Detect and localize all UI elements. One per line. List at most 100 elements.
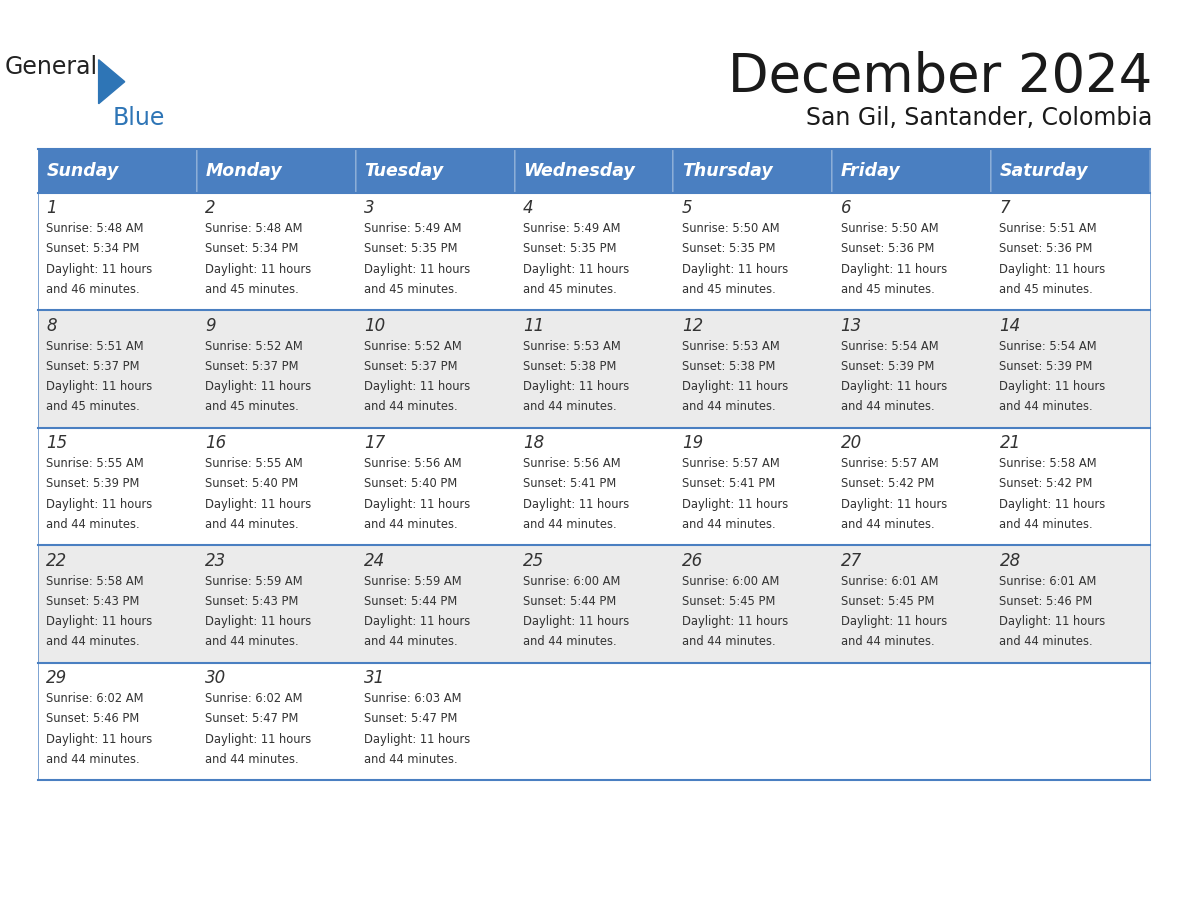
Text: Sunset: 5:35 PM: Sunset: 5:35 PM	[682, 242, 776, 255]
Text: and 44 minutes.: and 44 minutes.	[523, 518, 617, 531]
Text: Sunset: 5:45 PM: Sunset: 5:45 PM	[682, 595, 775, 608]
Text: Sunset: 5:38 PM: Sunset: 5:38 PM	[523, 360, 617, 373]
Bar	[38, 193, 1150, 310]
Text: 28: 28	[999, 552, 1020, 570]
Text: 12: 12	[682, 317, 703, 335]
Text: and 45 minutes.: and 45 minutes.	[206, 400, 299, 413]
Text: Daylight: 11 hours: Daylight: 11 hours	[999, 498, 1106, 510]
Text: and 44 minutes.: and 44 minutes.	[364, 753, 457, 766]
Text: 31: 31	[364, 669, 385, 688]
Text: Sunset: 5:39 PM: Sunset: 5:39 PM	[841, 360, 934, 373]
Text: Sunrise: 5:56 AM: Sunrise: 5:56 AM	[364, 457, 462, 470]
Text: Daylight: 11 hours: Daylight: 11 hours	[206, 733, 311, 745]
Text: and 44 minutes.: and 44 minutes.	[46, 753, 140, 766]
Text: Sunset: 5:35 PM: Sunset: 5:35 PM	[364, 242, 457, 255]
Text: 24: 24	[364, 552, 385, 570]
Text: 30: 30	[206, 669, 227, 688]
Text: and 45 minutes.: and 45 minutes.	[206, 283, 299, 296]
Text: Thursday: Thursday	[682, 162, 772, 180]
Text: and 44 minutes.: and 44 minutes.	[682, 400, 776, 413]
Text: Sunrise: 6:01 AM: Sunrise: 6:01 AM	[841, 575, 939, 588]
Text: Sunrise: 5:58 AM: Sunrise: 5:58 AM	[46, 575, 144, 588]
Text: 8: 8	[46, 317, 57, 335]
Text: Sunrise: 5:49 AM: Sunrise: 5:49 AM	[523, 222, 620, 235]
Text: General: General	[5, 55, 97, 79]
Text: Blue: Blue	[113, 106, 165, 129]
Text: Daylight: 11 hours: Daylight: 11 hours	[46, 380, 152, 393]
Text: Daylight: 11 hours: Daylight: 11 hours	[206, 380, 311, 393]
Text: Wednesday: Wednesday	[523, 162, 634, 180]
Text: Sunrise: 5:50 AM: Sunrise: 5:50 AM	[682, 222, 779, 235]
Text: 2: 2	[206, 199, 216, 218]
Bar	[38, 149, 197, 193]
Bar	[38, 545, 1150, 663]
Text: and 44 minutes.: and 44 minutes.	[46, 518, 140, 531]
Text: Daylight: 11 hours: Daylight: 11 hours	[999, 380, 1106, 393]
Text: Sunset: 5:46 PM: Sunset: 5:46 PM	[999, 595, 1093, 608]
Text: Sunrise: 5:58 AM: Sunrise: 5:58 AM	[999, 457, 1097, 470]
Text: 13: 13	[841, 317, 861, 335]
Text: Sunset: 5:43 PM: Sunset: 5:43 PM	[46, 595, 140, 608]
Text: 19: 19	[682, 434, 703, 453]
Text: and 44 minutes.: and 44 minutes.	[364, 518, 457, 531]
Bar	[355, 149, 514, 193]
Text: Sunrise: 5:55 AM: Sunrise: 5:55 AM	[206, 457, 303, 470]
Text: and 46 minutes.: and 46 minutes.	[46, 283, 140, 296]
Text: Sunset: 5:38 PM: Sunset: 5:38 PM	[682, 360, 775, 373]
Text: Sunrise: 5:59 AM: Sunrise: 5:59 AM	[364, 575, 462, 588]
Text: Daylight: 11 hours: Daylight: 11 hours	[682, 263, 788, 275]
Text: Sunset: 5:40 PM: Sunset: 5:40 PM	[364, 477, 457, 490]
Text: Sunset: 5:44 PM: Sunset: 5:44 PM	[364, 595, 457, 608]
Text: Sunrise: 5:51 AM: Sunrise: 5:51 AM	[46, 340, 144, 353]
Text: Sunset: 5:37 PM: Sunset: 5:37 PM	[46, 360, 140, 373]
Text: and 45 minutes.: and 45 minutes.	[364, 283, 457, 296]
Text: Daylight: 11 hours: Daylight: 11 hours	[364, 498, 470, 510]
Text: 7: 7	[999, 199, 1010, 218]
Text: Sunrise: 5:52 AM: Sunrise: 5:52 AM	[206, 340, 303, 353]
Text: 9: 9	[206, 317, 216, 335]
Bar	[833, 149, 991, 193]
Text: Sunset: 5:34 PM: Sunset: 5:34 PM	[46, 242, 140, 255]
Text: and 44 minutes.: and 44 minutes.	[364, 635, 457, 648]
Text: 20: 20	[841, 434, 861, 453]
Text: and 44 minutes.: and 44 minutes.	[206, 753, 299, 766]
Text: Sunrise: 5:57 AM: Sunrise: 5:57 AM	[841, 457, 939, 470]
Text: Sunset: 5:41 PM: Sunset: 5:41 PM	[523, 477, 617, 490]
Text: 11: 11	[523, 317, 544, 335]
Text: Sunrise: 5:56 AM: Sunrise: 5:56 AM	[523, 457, 620, 470]
Text: Daylight: 11 hours: Daylight: 11 hours	[841, 380, 947, 393]
Text: Daylight: 11 hours: Daylight: 11 hours	[206, 498, 311, 510]
Text: 1: 1	[46, 199, 57, 218]
Text: Daylight: 11 hours: Daylight: 11 hours	[46, 615, 152, 628]
Text: Daylight: 11 hours: Daylight: 11 hours	[682, 380, 788, 393]
Text: and 45 minutes.: and 45 minutes.	[523, 283, 617, 296]
Text: and 44 minutes.: and 44 minutes.	[364, 400, 457, 413]
Text: and 44 minutes.: and 44 minutes.	[46, 635, 140, 648]
Text: and 44 minutes.: and 44 minutes.	[682, 518, 776, 531]
Text: Sunrise: 6:02 AM: Sunrise: 6:02 AM	[206, 692, 303, 705]
Text: Daylight: 11 hours: Daylight: 11 hours	[682, 498, 788, 510]
Text: 14: 14	[999, 317, 1020, 335]
Text: Daylight: 11 hours: Daylight: 11 hours	[841, 263, 947, 275]
Text: and 44 minutes.: and 44 minutes.	[999, 635, 1093, 648]
Text: Saturday: Saturday	[999, 162, 1088, 180]
Text: Sunrise: 5:52 AM: Sunrise: 5:52 AM	[364, 340, 462, 353]
Text: 25: 25	[523, 552, 544, 570]
Text: and 44 minutes.: and 44 minutes.	[841, 400, 934, 413]
Text: Sunrise: 6:00 AM: Sunrise: 6:00 AM	[523, 575, 620, 588]
Text: Sunset: 5:45 PM: Sunset: 5:45 PM	[841, 595, 934, 608]
Text: Sunrise: 6:01 AM: Sunrise: 6:01 AM	[999, 575, 1097, 588]
Text: Sunrise: 6:02 AM: Sunrise: 6:02 AM	[46, 692, 144, 705]
Text: and 44 minutes.: and 44 minutes.	[841, 635, 934, 648]
Text: Daylight: 11 hours: Daylight: 11 hours	[523, 615, 630, 628]
Text: 4: 4	[523, 199, 533, 218]
Text: 10: 10	[364, 317, 385, 335]
Text: Sunset: 5:42 PM: Sunset: 5:42 PM	[841, 477, 934, 490]
Text: Daylight: 11 hours: Daylight: 11 hours	[364, 615, 470, 628]
Text: Sunrise: 5:54 AM: Sunrise: 5:54 AM	[999, 340, 1097, 353]
Text: Sunset: 5:41 PM: Sunset: 5:41 PM	[682, 477, 775, 490]
Text: 5: 5	[682, 199, 693, 218]
Text: Sunset: 5:36 PM: Sunset: 5:36 PM	[999, 242, 1093, 255]
Text: Sunset: 5:37 PM: Sunset: 5:37 PM	[364, 360, 457, 373]
Text: Daylight: 11 hours: Daylight: 11 hours	[523, 498, 630, 510]
